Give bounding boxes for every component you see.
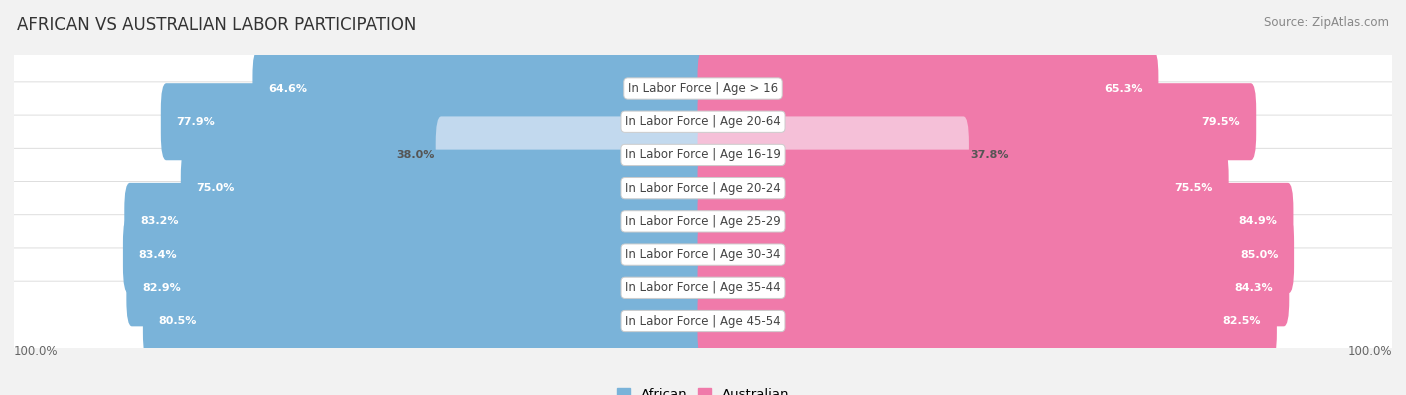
Text: Source: ZipAtlas.com: Source: ZipAtlas.com bbox=[1264, 16, 1389, 29]
Text: 82.9%: 82.9% bbox=[142, 283, 181, 293]
FancyBboxPatch shape bbox=[8, 115, 1398, 195]
FancyBboxPatch shape bbox=[8, 148, 1398, 228]
Text: In Labor Force | Age > 16: In Labor Force | Age > 16 bbox=[628, 82, 778, 95]
FancyBboxPatch shape bbox=[122, 216, 709, 293]
Text: 100.0%: 100.0% bbox=[1347, 345, 1392, 358]
FancyBboxPatch shape bbox=[181, 150, 709, 227]
Text: 75.5%: 75.5% bbox=[1174, 183, 1213, 193]
Text: 64.6%: 64.6% bbox=[269, 83, 308, 94]
FancyBboxPatch shape bbox=[697, 150, 1229, 227]
FancyBboxPatch shape bbox=[697, 282, 1277, 359]
Text: AFRICAN VS AUSTRALIAN LABOR PARTICIPATION: AFRICAN VS AUSTRALIAN LABOR PARTICIPATIO… bbox=[17, 16, 416, 34]
Text: 100.0%: 100.0% bbox=[14, 345, 59, 358]
Text: In Labor Force | Age 25-29: In Labor Force | Age 25-29 bbox=[626, 215, 780, 228]
Text: In Labor Force | Age 20-24: In Labor Force | Age 20-24 bbox=[626, 182, 780, 195]
Legend: African, Australian: African, Australian bbox=[613, 384, 793, 395]
Text: 84.3%: 84.3% bbox=[1234, 283, 1274, 293]
FancyBboxPatch shape bbox=[697, 183, 1294, 260]
Text: In Labor Force | Age 35-44: In Labor Force | Age 35-44 bbox=[626, 281, 780, 294]
Text: 38.0%: 38.0% bbox=[396, 150, 434, 160]
Text: 77.9%: 77.9% bbox=[177, 117, 215, 127]
FancyBboxPatch shape bbox=[124, 183, 709, 260]
FancyBboxPatch shape bbox=[8, 248, 1398, 328]
FancyBboxPatch shape bbox=[436, 117, 709, 194]
Text: 80.5%: 80.5% bbox=[159, 316, 197, 326]
FancyBboxPatch shape bbox=[697, 216, 1294, 293]
FancyBboxPatch shape bbox=[127, 249, 709, 326]
FancyBboxPatch shape bbox=[8, 49, 1398, 128]
FancyBboxPatch shape bbox=[253, 50, 709, 127]
Text: 83.2%: 83.2% bbox=[141, 216, 179, 226]
Text: 84.9%: 84.9% bbox=[1239, 216, 1278, 226]
FancyBboxPatch shape bbox=[697, 117, 969, 194]
Text: In Labor Force | Age 20-64: In Labor Force | Age 20-64 bbox=[626, 115, 780, 128]
FancyBboxPatch shape bbox=[697, 50, 1159, 127]
Text: 75.0%: 75.0% bbox=[197, 183, 235, 193]
FancyBboxPatch shape bbox=[8, 82, 1398, 162]
FancyBboxPatch shape bbox=[697, 249, 1289, 326]
Text: In Labor Force | Age 45-54: In Labor Force | Age 45-54 bbox=[626, 314, 780, 327]
FancyBboxPatch shape bbox=[8, 215, 1398, 294]
FancyBboxPatch shape bbox=[143, 282, 709, 359]
FancyBboxPatch shape bbox=[697, 83, 1256, 160]
Text: In Labor Force | Age 30-34: In Labor Force | Age 30-34 bbox=[626, 248, 780, 261]
FancyBboxPatch shape bbox=[8, 182, 1398, 261]
FancyBboxPatch shape bbox=[8, 281, 1398, 361]
Text: 83.4%: 83.4% bbox=[139, 250, 177, 260]
Text: 65.3%: 65.3% bbox=[1104, 83, 1143, 94]
Text: In Labor Force | Age 16-19: In Labor Force | Age 16-19 bbox=[626, 149, 780, 162]
Text: 85.0%: 85.0% bbox=[1240, 250, 1278, 260]
FancyBboxPatch shape bbox=[160, 83, 709, 160]
Text: 79.5%: 79.5% bbox=[1202, 117, 1240, 127]
Text: 37.8%: 37.8% bbox=[970, 150, 1010, 160]
Text: 82.5%: 82.5% bbox=[1223, 316, 1261, 326]
